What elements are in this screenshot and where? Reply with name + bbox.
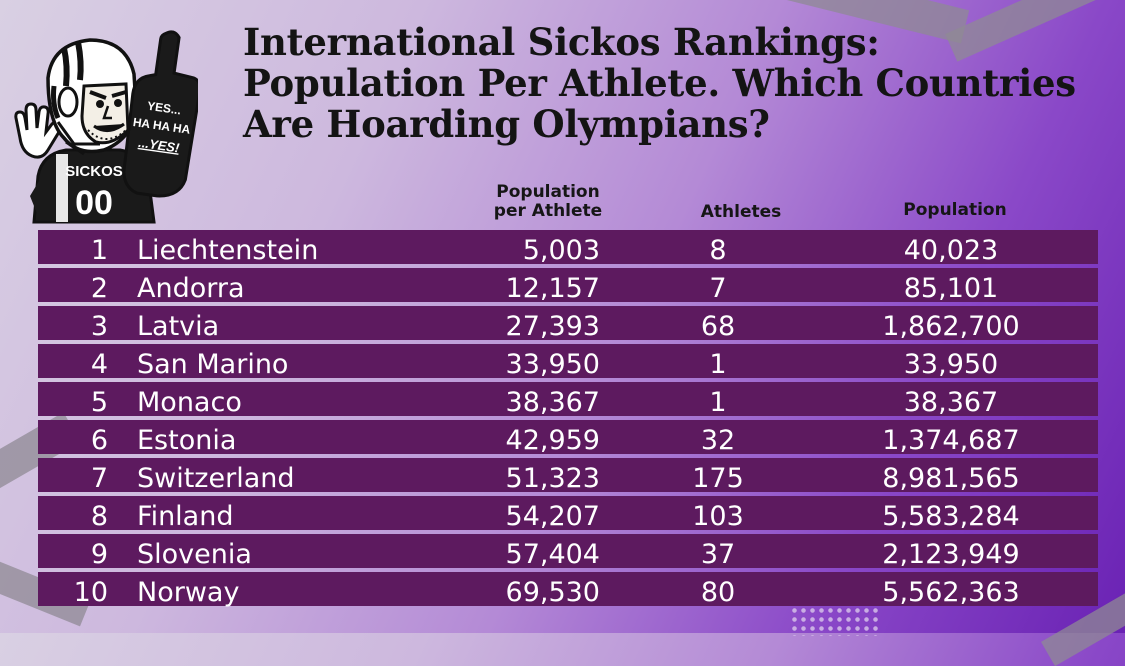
- rank-cell: 2: [90, 273, 108, 304]
- rank-cell: 10: [73, 577, 108, 608]
- population-per-athlete-cell: 69,530: [505, 577, 600, 608]
- sickos-mascot-illustration: SICKOS 00 YES... HA HA HA ...YES!: [14, 30, 198, 224]
- rank-cell: 1: [90, 235, 108, 266]
- population-cell: 1,862,700: [882, 311, 1020, 342]
- table-row: 7 Switzerland 51,323 175 8,981,565: [38, 458, 1098, 494]
- athletes-cell: 103: [692, 501, 744, 532]
- table-row: 8 Finland 54,207 103 5,583,284: [38, 496, 1098, 532]
- rank-cell: 5: [90, 387, 108, 418]
- athletes-cell: 8: [709, 235, 727, 266]
- population-cell: 33,950: [903, 349, 999, 380]
- athletes-cell: 80: [700, 577, 736, 608]
- column-header-athletes: Athletes: [700, 202, 782, 222]
- rankings-table: 1 Liechtenstein 5,003 8 40,023 2 Andorra 12,157…: [38, 230, 1098, 610]
- rank-cell: 6: [90, 425, 108, 456]
- helmeted-face: [46, 38, 138, 156]
- sign-line-3: ...YES!: [137, 135, 181, 156]
- sign-line-1: YES...: [146, 99, 182, 118]
- athletes-cell: 68: [700, 311, 736, 342]
- foam-finger-sign: YES... HA HA HA ...YES!: [122, 30, 198, 198]
- population-per-athlete-cell: 51,323: [505, 463, 600, 494]
- population-per-athlete-cell: 33,950: [505, 349, 600, 380]
- waving-hand: [14, 102, 63, 159]
- rank-cell: 8: [90, 501, 108, 532]
- athletes-cell: 7: [709, 273, 727, 304]
- rank-cell: 4: [90, 349, 108, 380]
- population-per-athlete-cell: 42,959: [505, 425, 600, 456]
- population-cell: 1,374,687: [882, 425, 1020, 456]
- table-row: 1 Liechtenstein 5,003 8 40,023: [38, 230, 1098, 266]
- table-row: 3 Latvia 27,393 68 1,862,700: [38, 306, 1098, 342]
- table-row: 4 San Marino 33,950 1 33,950: [38, 344, 1098, 380]
- population-cell: 2,123,949: [882, 539, 1020, 570]
- country-cell: Liechtenstein: [137, 235, 319, 266]
- population-cell: 38,367: [903, 387, 999, 418]
- background-dots: [790, 606, 880, 636]
- country-cell: Finland: [137, 501, 234, 532]
- page-title: International Sickos Rankings: Populatio…: [243, 20, 1076, 146]
- country-cell: Switzerland: [137, 463, 295, 494]
- country-cell: Latvia: [137, 311, 220, 342]
- country-cell: Estonia: [137, 425, 237, 456]
- jersey-text: SICKOS: [65, 163, 123, 180]
- athletes-cell: 1: [709, 349, 727, 380]
- population-per-athlete-cell: 57,404: [505, 539, 600, 570]
- country-cell: Monaco: [137, 387, 242, 418]
- jersey-number: 00: [75, 184, 113, 222]
- rank-cell: 3: [90, 311, 108, 342]
- table-row: 2 Andorra 12,157 7 85,101: [38, 268, 1098, 304]
- column-header-population: Population: [903, 200, 1007, 220]
- athletes-cell: 32: [700, 425, 736, 456]
- table-row: 9 Slovenia 57,404 37 2,123,949: [38, 534, 1098, 570]
- rank-cell: 9: [90, 539, 108, 570]
- table-row: 6 Estonia 42,959 32 1,374,687: [38, 420, 1098, 456]
- table-row: 10 Norway 69,530 80 5,562,363: [38, 572, 1098, 608]
- population-per-athlete-cell: 27,393: [505, 311, 600, 342]
- population-cell: 85,101: [903, 273, 999, 304]
- table-row: 5 Monaco 38,367 1 38,367: [38, 382, 1098, 418]
- athletes-cell: 1: [709, 387, 727, 418]
- population-cell: 40,023: [903, 235, 999, 266]
- athletes-cell: 37: [700, 539, 736, 570]
- population-per-athlete-cell: 38,367: [505, 387, 600, 418]
- column-header-population-per-athlete: Population per Athlete: [493, 182, 603, 221]
- population-cell: 5,562,363: [882, 577, 1020, 608]
- population-per-athlete-cell: 54,207: [505, 501, 600, 532]
- population-cell: 8,981,565: [882, 463, 1020, 494]
- country-cell: San Marino: [137, 349, 289, 380]
- population-per-athlete-cell: 5,003: [522, 235, 600, 266]
- country-cell: Andorra: [137, 273, 245, 304]
- country-cell: Slovenia: [137, 539, 252, 570]
- country-cell: Norway: [137, 577, 240, 608]
- athletes-cell: 175: [692, 463, 744, 494]
- population-cell: 5,583,284: [882, 501, 1020, 532]
- rank-cell: 7: [90, 463, 108, 494]
- population-per-athlete-cell: 12,157: [505, 273, 600, 304]
